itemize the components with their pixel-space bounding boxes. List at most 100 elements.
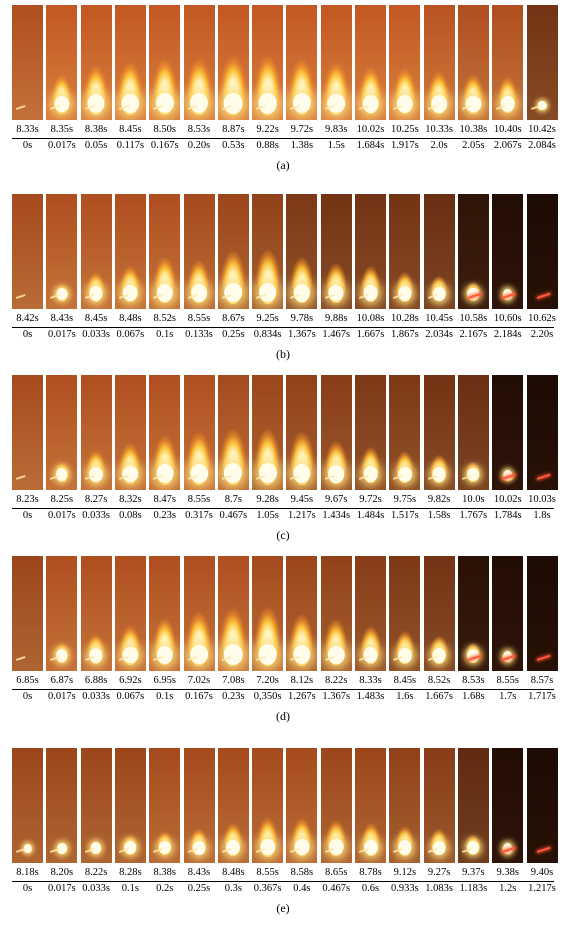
video-frame (12, 556, 43, 671)
absolute-time-label: 10.40s (493, 124, 522, 135)
video-frame (183, 556, 215, 671)
relative-time-label: 0.067s (116, 691, 145, 702)
video-frame (80, 194, 112, 309)
absolute-time-label: 10.25s (390, 124, 419, 135)
video-frame (492, 194, 524, 309)
relative-time-label: 2.034s (425, 329, 453, 340)
video-frame (217, 5, 249, 120)
relative-time-row: 0s 0.017s 0.033s 0.1s 0.2s 0.25s 0.3s 0.367s 0.4… (8, 883, 558, 897)
flame-core (190, 463, 208, 484)
frame-strip (8, 194, 558, 309)
absolute-time-label: 8.12s (290, 675, 314, 686)
flame-core (432, 467, 446, 482)
video-frame (457, 375, 489, 490)
video-frame (12, 748, 43, 863)
video-frame (46, 748, 78, 863)
flame-core (122, 465, 139, 483)
absolute-time-label: 10.33s (425, 124, 453, 135)
relative-time-label: 0.88s (256, 140, 279, 151)
relative-time-label: 1.517s (390, 510, 419, 521)
flame-core (327, 645, 345, 664)
absolute-time-label: 8.45s (119, 124, 142, 135)
flame-plume (359, 36, 382, 115)
absolute-time-label: 8.43s (187, 867, 211, 878)
divider-line (12, 881, 554, 882)
relative-time-label: 2.184s (493, 329, 522, 340)
relative-time-label: 0.033s (82, 510, 110, 521)
relative-time-label: 2.167s (459, 329, 488, 340)
relative-time-label: 0.367s (253, 883, 282, 894)
absolute-time-label: 8.25s (50, 494, 74, 505)
absolute-time-label: 10.62s (528, 313, 556, 324)
video-frame (286, 5, 318, 120)
video-frame (286, 556, 318, 671)
absolute-time-label: 9.28s (256, 494, 279, 505)
video-frame (46, 556, 78, 671)
absolute-time-label: 8.87s (222, 124, 245, 135)
absolute-time-label: 8.58s (290, 867, 314, 878)
absolute-time-label: 10.0s (462, 494, 485, 505)
video-frame (12, 5, 43, 120)
panel-e: 8.18s 8.20s 8.22s 8.28s 8.38s 8.43s 8.48s 8.55s… (8, 748, 558, 928)
absolute-time-label: 9.82s (427, 494, 451, 505)
relative-time-label: 0.2s (156, 883, 174, 894)
flame-core (258, 643, 277, 665)
relative-time-label: 0.1s (156, 329, 174, 340)
absolute-time-label: 9.45s (290, 494, 314, 505)
relative-time-row: 0s 0.017s 0.033s 0.08s 0.23s 0.317s 0.467s 1.05… (8, 510, 558, 524)
absolute-time-label: 8.55s (187, 494, 211, 505)
absolute-time-label: 8.33s (16, 124, 39, 135)
relative-time-label: 1.717s (528, 691, 556, 702)
flame-core (431, 95, 447, 113)
absolute-time-label: 8.55s (496, 675, 519, 686)
absolute-time-label: 8.22s (324, 675, 348, 686)
absolute-time-label: 10.02s (493, 494, 522, 505)
relative-time-label: 1.684s (356, 140, 385, 151)
video-frame (252, 5, 284, 120)
relative-time-label: 1.467s (322, 329, 351, 340)
absolute-time-label: 10.08s (356, 313, 385, 324)
video-frame (423, 375, 455, 490)
video-frame (423, 194, 455, 309)
flame-core (224, 463, 243, 484)
absolute-time-label: 6.92s (119, 675, 142, 686)
relative-time-label: 1.58s (427, 510, 451, 521)
flame-core (123, 285, 138, 302)
absolute-time-label: 6.87s (50, 675, 74, 686)
flame-core (398, 286, 412, 301)
absolute-time-label: 6.88s (84, 675, 108, 686)
panel-b: 8.42s 8.43s 8.45s 8.48s 8.52s 8.55s 8.67s 9.25s… (8, 194, 558, 374)
relative-time-label: 1.68s (462, 691, 485, 702)
video-frame (46, 194, 78, 309)
flame-core (190, 644, 208, 665)
video-frame (457, 556, 489, 671)
absolute-time-label: 8.42s (16, 313, 39, 324)
video-frame (286, 194, 318, 309)
absolute-time-label: 10.58s (459, 313, 488, 324)
absolute-time-label: 8.78s (359, 867, 382, 878)
relative-time-label: 1.217s (288, 510, 316, 521)
relative-time-label: 0.834s (253, 329, 282, 340)
flame-core (56, 287, 68, 300)
flame-core (226, 839, 241, 855)
relative-time-label: 1.917s (390, 140, 419, 151)
absolute-time-label: 8.7s (224, 494, 242, 505)
video-frame (80, 556, 112, 671)
flame-core (87, 94, 105, 113)
video-frame (320, 748, 352, 863)
relative-time-label: 0.017s (47, 691, 76, 702)
absolute-time-label: 8.32s (119, 494, 142, 505)
relative-time-label: 0.23s (222, 691, 245, 702)
absolute-time-label: 8.23s (16, 494, 39, 505)
flame-core (56, 468, 68, 482)
flame-core (328, 839, 344, 856)
flame-core (363, 646, 378, 664)
divider-line (12, 138, 554, 139)
video-frame (389, 5, 421, 120)
relative-time-label: 2.067s (493, 140, 522, 151)
video-frame (355, 748, 386, 863)
panel-caption: (b) (276, 347, 290, 361)
video-frame (183, 194, 215, 309)
flame-core (432, 840, 446, 855)
flame-core (258, 92, 277, 114)
